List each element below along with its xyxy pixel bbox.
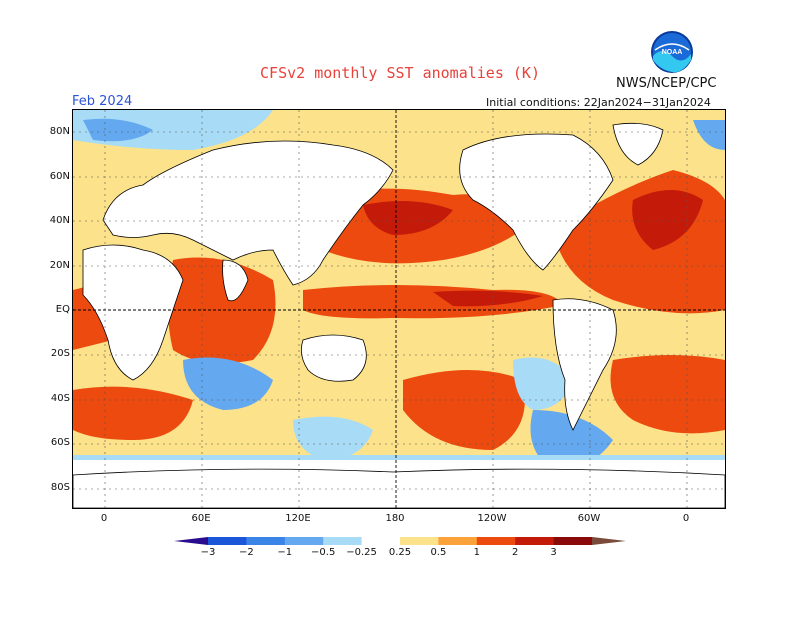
lon-label-0-east: 0 [682,513,690,524]
colorbar-min-triangle [174,537,208,545]
colorbar-tick-label: −3 [200,547,216,558]
lat-label-60s: 60S [50,437,70,448]
greenland [612,122,664,166]
colorbar-tick-label: 0.5 [430,547,447,558]
colorbar-bin [515,537,555,545]
lon-label-60e: 60E [191,513,211,524]
australia [300,334,367,382]
antarctica [73,468,725,508]
lon-label-120w: 120W [477,513,507,524]
lat-label-20n: 20N [49,260,70,271]
colorbar-max-triangle [592,537,626,545]
lat-label-eq: EQ [55,304,70,315]
colorbar-tick-label: 3 [550,547,557,558]
colorbar-bin [323,537,363,545]
figure-title: CFSv2 monthly SST anomalies (K) [260,64,540,82]
colorbar-tick-label: −0.25 [346,547,377,558]
colorbar-tick-label: −2 [239,547,254,558]
sst-map-canvas [73,110,725,508]
colorbar-bin [284,537,324,545]
north-america [459,133,614,271]
lat-label-40n: 40N [49,215,70,226]
south-america [552,298,617,431]
lon-label-0: 0 [100,513,108,524]
colorbar-bin [361,537,401,545]
lat-label-20s: 20S [50,348,70,359]
initial-conditions-label: Initial conditions: 22Jan2024−31Jan2024 [486,96,711,109]
india [222,259,249,302]
colorbar-bin [553,537,593,545]
reference-lines [73,110,725,508]
colorbar-bin [208,537,247,545]
colorbar-bin [438,537,478,545]
svg-text:NOAA: NOAA [662,49,683,56]
lat-label-80n: 80N [49,126,70,137]
forecast-month-label: Feb 2024 [72,94,133,109]
colorbar-tick-label: −0.5 [311,547,336,558]
colorbar-tick-label: 2 [512,547,519,558]
colorbar-tick-label: 0.25 [388,547,412,558]
lon-label-120e: 120E [285,513,311,524]
colorbar-bin [476,537,516,545]
graticule [73,110,725,508]
colorbar-tick-label: 1 [473,547,480,558]
colorbar-bin [400,537,439,545]
colorbar-tick-label: −1 [277,547,293,558]
lon-label-180: 180 [385,513,405,524]
lat-label-40s: 40S [50,393,70,404]
lon-label-60w: 60W [577,513,601,524]
sst-map [72,109,726,509]
organization-label: NWS/NCEP/CPC [616,76,717,91]
africa [82,244,184,381]
colorbar [174,537,626,545]
noaa-logo: NOAA [651,31,693,73]
colorbar-bin [246,537,286,545]
lat-label-60n: 60N [49,171,70,182]
lat-label-80s: 80S [50,482,70,493]
